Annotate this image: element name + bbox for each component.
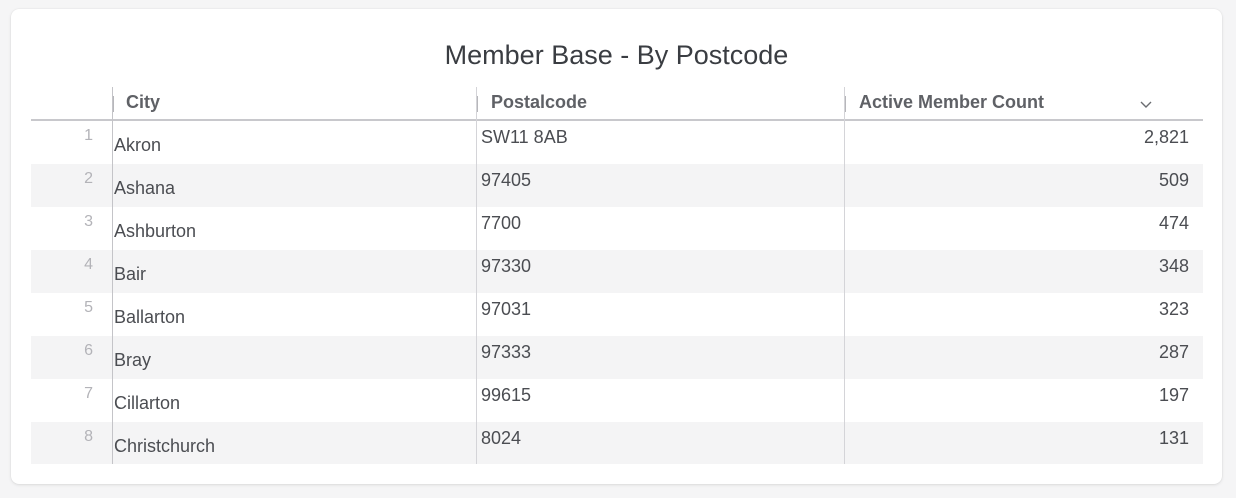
city-cell: Bray xyxy=(114,350,152,370)
postalcode-cell: SW11 8AB xyxy=(481,127,568,147)
active-member-count-cell: 323 xyxy=(1158,299,1189,319)
table-row[interactable]: 4 Bair 97330 348 xyxy=(31,250,1203,293)
active-member-count-cell: 131 xyxy=(1158,428,1189,448)
city-cell: Bair xyxy=(114,264,147,284)
postalcode-cell: 99615 xyxy=(481,385,532,405)
row-number: 8 xyxy=(84,428,93,445)
table-header: City Postalcode Active Member Count xyxy=(31,87,1203,121)
row-number: 2 xyxy=(84,170,93,187)
column-header-postalcode[interactable]: Postalcode xyxy=(491,92,588,112)
header-separator xyxy=(845,96,846,112)
column-divider xyxy=(844,87,845,464)
active-member-count-cell: 287 xyxy=(1158,342,1189,362)
city-cell: Christchurch xyxy=(114,436,216,456)
table-row[interactable]: 7 Cillarton 99615 197 xyxy=(31,379,1203,422)
table-card: Member Base - By Postcode City Postalcod… xyxy=(11,9,1222,484)
postalcode-cell: 7700 xyxy=(481,213,522,233)
row-number: 1 xyxy=(84,127,93,144)
city-cell: Ashana xyxy=(114,178,176,198)
postalcode-cell: 97333 xyxy=(481,342,532,362)
chart-title: Member Base - By Postcode xyxy=(444,40,789,70)
city-cell: Ashburton xyxy=(114,221,197,241)
postalcode-cell: 97405 xyxy=(481,170,532,190)
column-divider xyxy=(476,87,477,464)
table-row[interactable]: 6 Bray 97333 287 xyxy=(31,336,1203,379)
active-member-count-cell: 348 xyxy=(1158,256,1189,276)
column-divider xyxy=(112,87,113,464)
header-separator xyxy=(113,96,114,112)
row-number: 5 xyxy=(84,299,93,316)
member-table: City Postalcode Active Member Count 1 Akr… xyxy=(31,87,1203,464)
table-body: 1 Akron SW11 8AB 2,821 2 Ashana 97405 509 3 Ashbu… xyxy=(31,121,1203,464)
postalcode-cell: 97330 xyxy=(481,256,532,276)
city-cell: Ballarton xyxy=(114,307,186,327)
table-row[interactable]: 1 Akron SW11 8AB 2,821 xyxy=(31,121,1203,164)
table-row[interactable]: 8 Christchurch 8024 131 xyxy=(31,422,1203,464)
column-header-active-member-count[interactable]: Active Member Count xyxy=(859,92,1045,112)
city-cell: Cillarton xyxy=(114,393,181,413)
row-number: 7 xyxy=(84,385,93,402)
active-member-count-cell: 2,821 xyxy=(1143,127,1189,147)
table-row[interactable]: 5 Ballarton 97031 323 xyxy=(31,293,1203,336)
row-number: 4 xyxy=(84,256,93,273)
column-header-city[interactable]: City xyxy=(126,92,161,112)
city-cell: Akron xyxy=(114,135,162,155)
postalcode-cell: 97031 xyxy=(481,299,532,319)
table-row[interactable]: 3 Ashburton 7700 474 xyxy=(31,207,1203,250)
row-number: 6 xyxy=(84,342,93,359)
chevron-down-icon[interactable] xyxy=(1139,98,1153,112)
active-member-count-cell: 197 xyxy=(1158,385,1189,405)
postalcode-cell: 8024 xyxy=(481,428,522,448)
active-member-count-cell: 509 xyxy=(1158,170,1189,190)
table-row[interactable]: 2 Ashana 97405 509 xyxy=(31,164,1203,207)
active-member-count-cell: 474 xyxy=(1158,213,1189,233)
row-number: 3 xyxy=(84,213,93,230)
header-separator xyxy=(477,96,478,112)
